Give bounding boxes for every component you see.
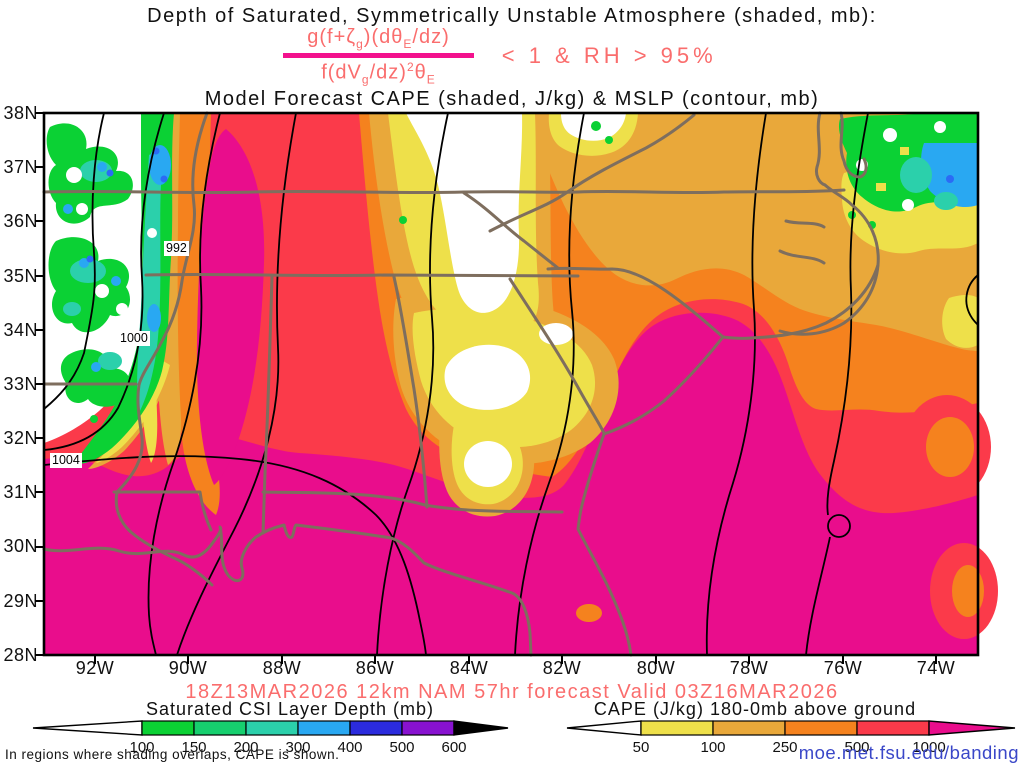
colorbar-left-arrow bbox=[32, 720, 143, 736]
lat-tick-label: 38N bbox=[3, 103, 38, 123]
tick-label: 300 bbox=[285, 739, 311, 756]
lat-tick-label: 33N bbox=[3, 374, 38, 394]
tick-label: 100 bbox=[129, 739, 155, 756]
lon-tick-label: 92W bbox=[75, 658, 115, 678]
fraction-bar bbox=[283, 53, 474, 58]
lon-tick-label: 88W bbox=[262, 658, 302, 678]
page-title: Depth of Saturated, Symmetrically Unstab… bbox=[147, 5, 877, 27]
colorbar-left-arrow bbox=[566, 720, 642, 736]
csi-formula: g(f+ζg)(dθE/dz) f(dVg/dz)2θE < 1 & RH > … bbox=[0, 26, 1024, 87]
lat-tick-label: 35N bbox=[3, 266, 38, 286]
colorbar-right-arrow bbox=[928, 720, 1016, 736]
cape-magenta-tongue bbox=[196, 129, 265, 485]
cape-colorbar-svg bbox=[566, 720, 1016, 736]
formula-numerator: g(f+ζg)(dθE/dz) bbox=[307, 26, 450, 51]
colorbar-right-arrow bbox=[453, 720, 509, 736]
lon-tick-label: 80W bbox=[636, 658, 676, 678]
tick-label: 50 bbox=[632, 739, 650, 756]
formula-fraction: g(f+ζg)(dθE/dz) f(dVg/dz)2θE bbox=[283, 26, 474, 87]
tick-label: 500 bbox=[844, 739, 870, 756]
site-link[interactable]: moe.met.fsu.edu/banding bbox=[798, 742, 1019, 763]
tick-label: 400 bbox=[337, 739, 363, 756]
cape-colorbar: 50 100 250 500 1000 bbox=[565, 719, 1020, 759]
contour-label-1004: 1004 bbox=[50, 453, 82, 468]
lat-tick-label: 36N bbox=[3, 211, 38, 231]
csi-shading-ne bbox=[399, 113, 978, 229]
lat-tick-label: 32N bbox=[3, 428, 38, 448]
cape-pockets-right bbox=[576, 395, 998, 639]
lon-tick-label: 84W bbox=[449, 658, 489, 678]
state-borders bbox=[42, 111, 880, 657]
tick-label: 600 bbox=[441, 739, 467, 756]
map-subtitle: Model Forecast CAPE (shaded, J/kg) & MSL… bbox=[204, 88, 820, 110]
tick-label: 150 bbox=[181, 739, 207, 756]
lon-tick-label: 86W bbox=[355, 658, 395, 678]
lon-tick-label: 78W bbox=[729, 658, 769, 678]
lat-tick-label: 37N bbox=[3, 157, 38, 177]
lat-tick-label: 29N bbox=[3, 591, 38, 611]
lat-tick-label: 34N bbox=[3, 320, 38, 340]
lat-tick-label: 28N bbox=[3, 645, 38, 665]
forecast-valid-line: 18Z13MAR2026 12km NAM 57hr forecast Vali… bbox=[185, 681, 839, 703]
contour-label-1000: 1000 bbox=[118, 331, 150, 346]
lon-tick-label: 90W bbox=[168, 658, 208, 678]
csi-shading-nw bbox=[46, 123, 133, 433]
tick-label: 500 bbox=[389, 739, 415, 756]
lat-tick-label: 30N bbox=[3, 536, 38, 556]
cape-shading-layer bbox=[35, 111, 998, 664]
lat-tick-label: 31N bbox=[3, 482, 38, 502]
formula-denominator: f(dVg/dz)2θE bbox=[321, 60, 436, 87]
map-frame bbox=[35, 111, 980, 664]
map-canvas bbox=[35, 111, 998, 664]
tick-label: 250 bbox=[772, 739, 798, 756]
tick-label: 1000 bbox=[912, 739, 946, 756]
lon-tick-label: 74W bbox=[916, 658, 956, 678]
forecast-map: 992 1000 1004 bbox=[35, 111, 998, 664]
tick-label: 100 bbox=[700, 739, 726, 756]
csi-colorbar-svg bbox=[32, 720, 509, 736]
csi-colorbar: 100 150 200 300 400 500 600 bbox=[30, 719, 510, 759]
lon-tick-label: 82W bbox=[542, 658, 582, 678]
csi-colorbar-title: Saturated CSI Layer Depth (mb) bbox=[145, 699, 435, 719]
tick-label: 200 bbox=[233, 739, 259, 756]
overlap-note: In regions where shading overlaps, CAPE … bbox=[5, 747, 340, 762]
contour-label-992: 992 bbox=[164, 241, 189, 256]
lon-tick-label: 76W bbox=[823, 658, 863, 678]
cape-colorbar-title: CAPE (J/kg) 180-0mb above ground bbox=[593, 699, 917, 719]
csi-shading-west-band bbox=[74, 113, 174, 464]
formula-condition: < 1 & RH > 95% bbox=[501, 43, 717, 69]
